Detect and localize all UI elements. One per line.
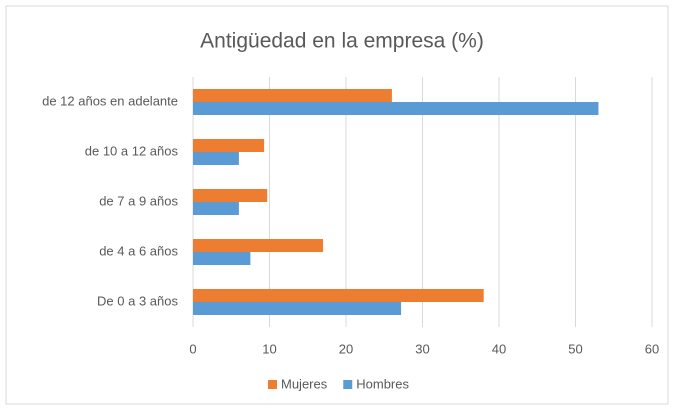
- y-tick-label: de 12 años en adelante: [42, 93, 178, 108]
- bar: [193, 139, 265, 152]
- bar: [193, 302, 402, 315]
- x-tick-label: 40: [492, 341, 506, 356]
- bar: [193, 252, 251, 265]
- x-tick-label: 0: [189, 341, 196, 356]
- bar: [193, 89, 392, 102]
- x-tick-label: 60: [645, 341, 659, 356]
- y-tick-label: de 4 a 6 años: [99, 243, 178, 258]
- x-tick-label: 10: [262, 341, 276, 356]
- bar: [193, 102, 599, 115]
- bar: [193, 152, 239, 165]
- bar: [193, 239, 324, 252]
- y-tick-label: de 7 a 9 años: [99, 193, 178, 208]
- legend-label: Mujeres: [281, 376, 328, 391]
- bar: [193, 289, 484, 302]
- x-tick-label: 30: [415, 341, 429, 356]
- x-tick-label: 20: [339, 341, 353, 356]
- bar: [193, 189, 268, 202]
- legend-label: Hombres: [356, 376, 409, 391]
- chart-border: [5, 5, 669, 405]
- y-tick-label: De 0 a 3 años: [97, 293, 178, 308]
- legend-swatch: [343, 380, 353, 389]
- legend-swatch: [268, 380, 277, 389]
- bar: [193, 202, 239, 215]
- x-tick-label: 50: [568, 341, 582, 356]
- y-tick-label: de 10 a 12 años: [85, 143, 179, 158]
- chart-title: Antigüedad en la empresa (%): [200, 30, 484, 53]
